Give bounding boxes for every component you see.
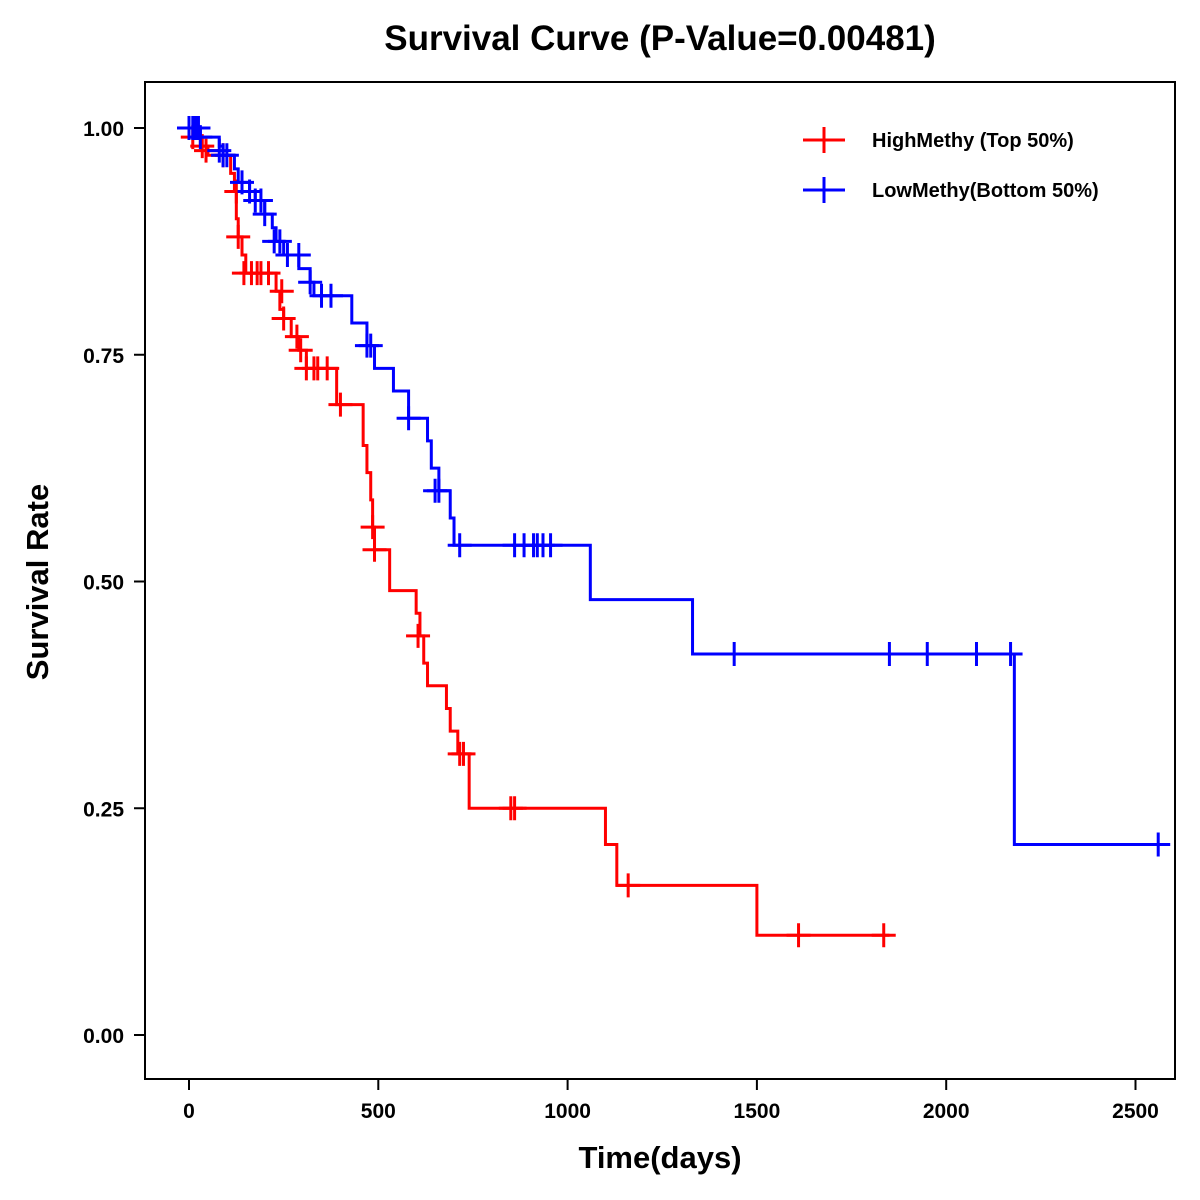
x-tick-label: 1500 — [734, 1100, 781, 1123]
censor-mark — [256, 261, 281, 286]
censor-mark — [722, 642, 747, 667]
censor-mark — [426, 478, 451, 503]
censor-mark — [964, 642, 989, 667]
censor-mark — [1146, 832, 1171, 857]
censor-mark — [284, 324, 309, 349]
censor-mark — [786, 923, 811, 948]
censor-mark — [271, 306, 296, 331]
y-tick-label: 0.25 — [83, 798, 124, 821]
censor-mark — [226, 224, 251, 249]
x-tick-label: 1000 — [544, 1100, 591, 1123]
legend-label-low: LowMethy(Bottom 50%) — [872, 180, 1099, 202]
censor-mark — [396, 406, 421, 431]
survival-line — [189, 126, 1159, 847]
censor-mark — [328, 392, 353, 417]
censor-mark — [538, 533, 563, 558]
censor-mark — [252, 202, 277, 227]
legend-item-high: HighMethy (Top 50%) — [803, 127, 1074, 153]
survival-line — [189, 126, 890, 937]
series-layer — [177, 116, 1171, 948]
censor-mark — [447, 533, 472, 558]
x-tick-label: 2000 — [923, 1100, 970, 1123]
y-axis: 0.00 0.25 0.50 0.75 1.00 — [83, 118, 145, 1048]
plot-frame — [144, 81, 1176, 1080]
y-tick-label: 1.00 — [83, 118, 124, 141]
y-tick-label: 0.50 — [83, 572, 124, 595]
y-tick-label: 0.00 — [83, 1025, 124, 1048]
series-low-methy — [177, 116, 1171, 857]
x-tick-label: 500 — [361, 1100, 396, 1123]
censor-mark — [269, 279, 294, 304]
censor-mark — [451, 741, 476, 766]
censor-mark — [362, 537, 387, 562]
censor-mark — [915, 642, 940, 667]
censor-mark — [318, 283, 343, 308]
legend-label-high: HighMethy (Top 50%) — [872, 130, 1074, 152]
chart-title: Survival Curve (P-Value=0.00481) — [384, 19, 936, 58]
censor-mark — [360, 515, 385, 540]
censor-mark — [877, 642, 902, 667]
y-tick-label: 0.75 — [83, 345, 124, 368]
legend-item-low: LowMethy(Bottom 50%) — [803, 177, 1099, 203]
x-axis: 0 500 1000 1500 2000 2500 — [183, 1079, 1159, 1123]
x-axis-label: Time(days) — [578, 1140, 741, 1175]
censor-mark — [871, 923, 896, 948]
legend: HighMethy (Top 50%) LowMethy(Bottom 50%) — [803, 127, 1099, 203]
x-tick-label: 0 — [183, 1100, 195, 1123]
censor-mark — [286, 242, 311, 267]
censor-mark — [188, 125, 213, 150]
censor-mark — [616, 873, 641, 898]
censor-mark — [248, 188, 273, 213]
x-tick-label: 2500 — [1112, 1100, 1159, 1123]
y-axis-label: Survival Rate — [20, 484, 55, 680]
censor-mark — [358, 333, 383, 358]
censor-mark — [288, 338, 313, 363]
censor-mark — [315, 356, 340, 381]
censor-mark — [267, 229, 292, 254]
censor-mark — [502, 796, 527, 821]
censor-mark — [298, 270, 323, 295]
censor-mark — [214, 143, 239, 168]
censor-mark — [998, 642, 1023, 667]
censor-mark — [406, 623, 431, 648]
